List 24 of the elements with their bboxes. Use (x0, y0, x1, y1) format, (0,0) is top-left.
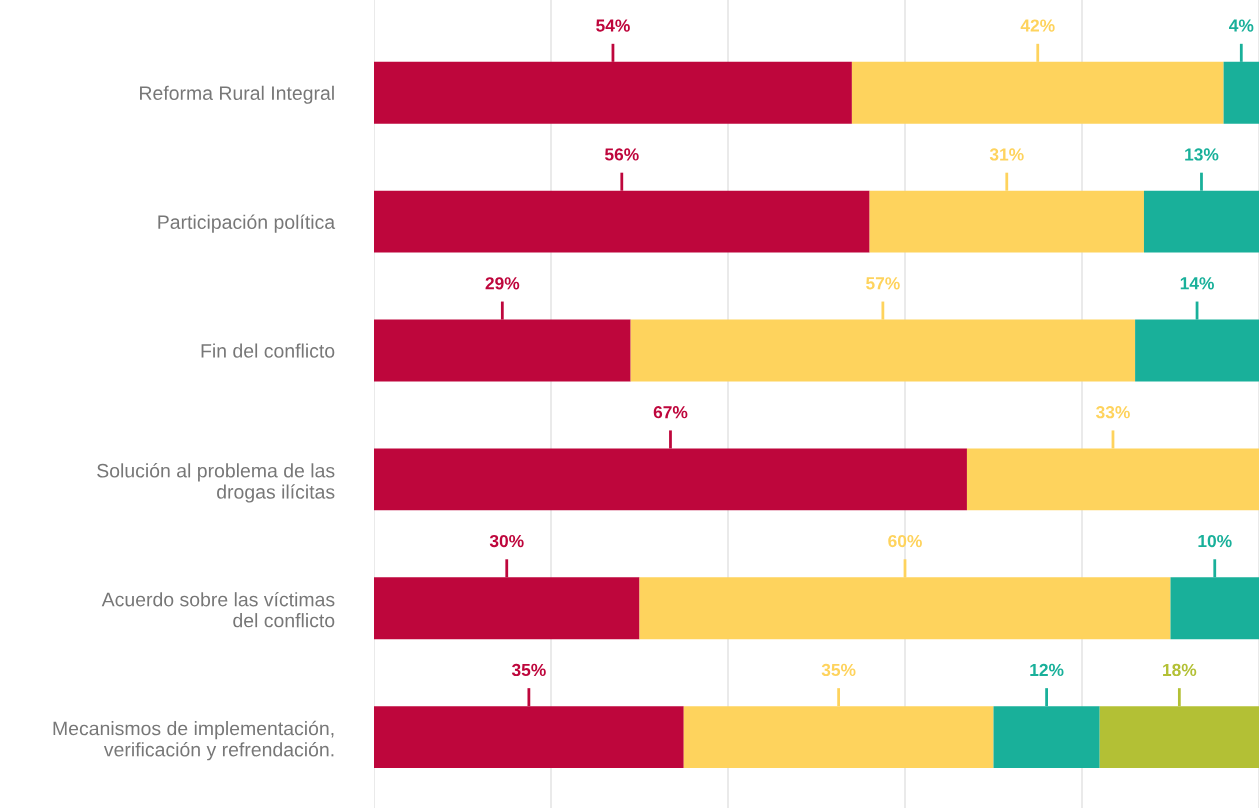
data-label: 60% (888, 534, 922, 548)
y-tick-label: Mecanismos de implementación, verificación y refrendación. (53, 720, 334, 761)
data-label: 14% (1180, 277, 1214, 290)
data-label: 67% (653, 406, 688, 419)
data-label: 33% (1096, 406, 1130, 419)
data-label: 29% (485, 277, 520, 290)
data-label: 57% (866, 277, 900, 290)
data-label: 56% (604, 148, 639, 161)
y-tick-label: Fin del conflicto (201, 343, 335, 358)
data-label: 10% (1198, 534, 1232, 548)
data-label: 35% (511, 663, 546, 677)
data-label: 13% (1185, 148, 1219, 161)
data-label: 18% (1163, 663, 1197, 677)
y-tick-label: Reforma Rural Integral (140, 85, 334, 104)
data-label: 12% (1030, 663, 1064, 677)
y-tick-label: Participación política (158, 214, 336, 233)
data-label: 42% (1020, 19, 1055, 32)
data-label: 35% (821, 663, 856, 677)
data-label: 4% (1229, 19, 1254, 32)
y-tick-label: Solución al problema de las drogas ilícitas (97, 463, 335, 503)
data-label: 31% (989, 148, 1024, 161)
data-label: 54% (596, 19, 630, 32)
y-tick-label: Acuerdo sobre las víctimas del conflicto (101, 591, 335, 628)
data-label: 30% (489, 534, 524, 548)
